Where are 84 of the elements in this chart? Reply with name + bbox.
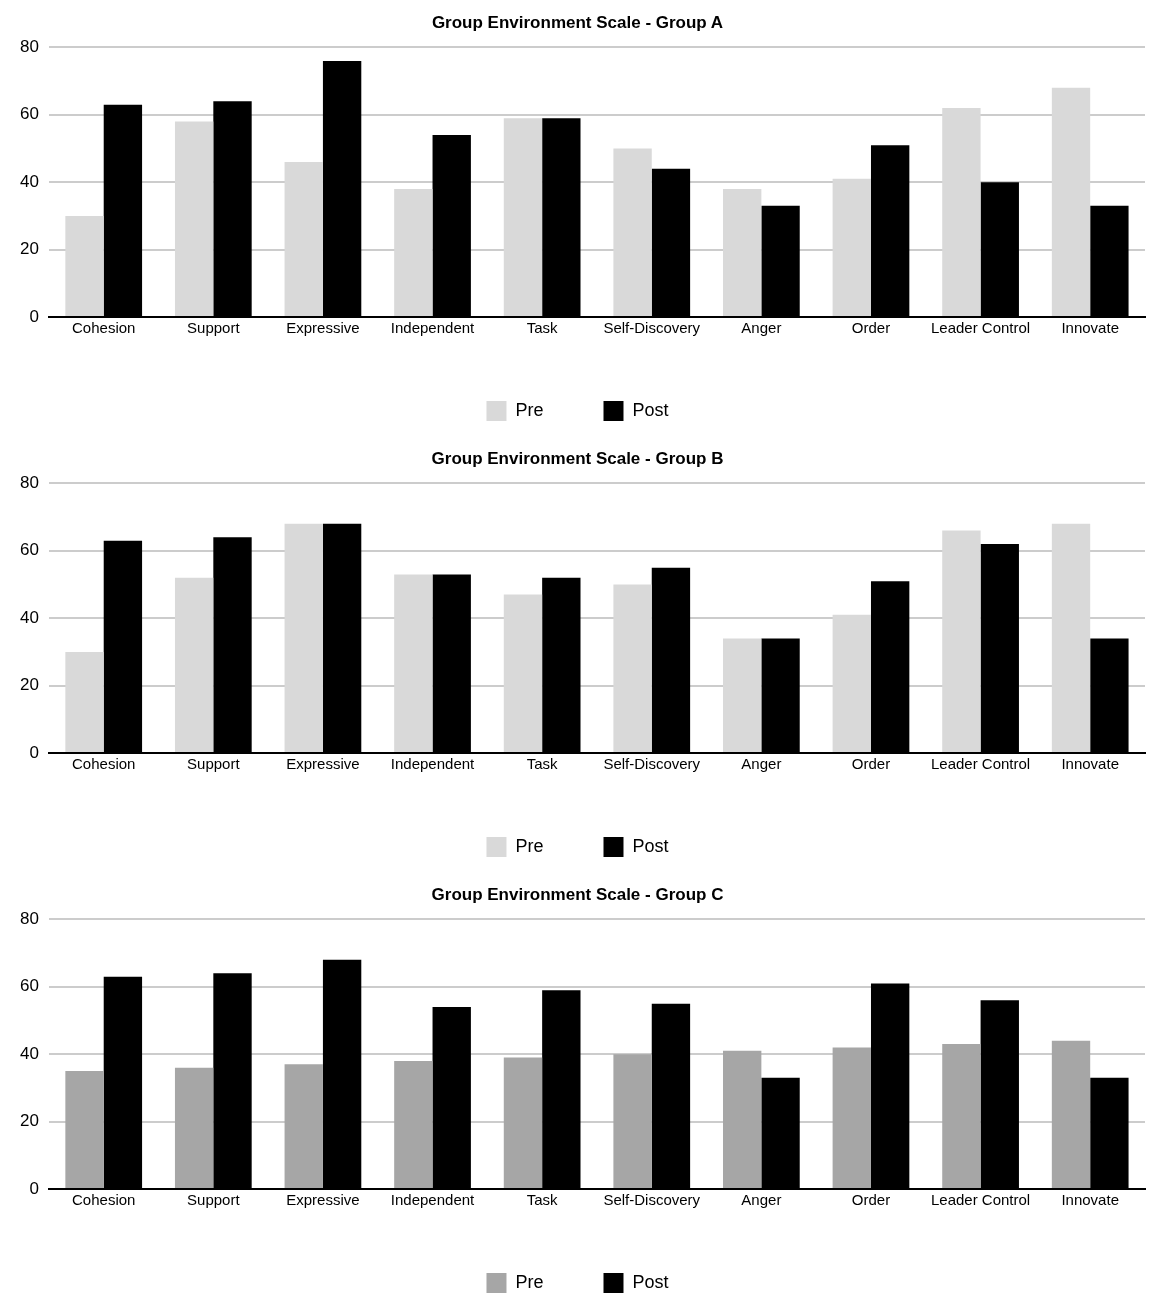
legend-label: Pre — [515, 399, 544, 420]
bar — [1051, 523, 1091, 752]
x-tick-label: Task — [526, 1191, 559, 1209]
x-tick-label: Self-Discovery — [603, 755, 701, 773]
x-tick-label: Leader Control — [930, 755, 1031, 773]
x-tick-label: Anger — [741, 319, 782, 337]
y-tick-label: 0 — [29, 306, 39, 326]
bar — [284, 1064, 323, 1188]
y-tick-label: 0 — [29, 1178, 39, 1198]
y-tick-label: 60 — [19, 540, 39, 560]
legend-label: Post — [632, 399, 669, 420]
bar — [65, 215, 104, 316]
x-tick-label: Task — [526, 319, 559, 337]
x-tick-label: Innovate — [1061, 1191, 1119, 1209]
y-tick-label: 40 — [19, 1043, 39, 1063]
bar — [613, 1054, 652, 1188]
bar — [284, 523, 323, 752]
bar — [394, 574, 433, 752]
y-tick-label: 0 — [29, 742, 39, 762]
y-tick-label: 80 — [19, 909, 39, 929]
x-tick-label: Order — [851, 755, 891, 773]
x-tick-label: Expressive — [286, 319, 360, 337]
legend-label: Pre — [515, 1271, 544, 1292]
bar — [65, 1071, 104, 1188]
bar — [1051, 87, 1091, 316]
x-tick-label: Innovate — [1061, 319, 1119, 337]
x-tick-label: Independent — [390, 1191, 476, 1209]
legend-label: Post — [632, 835, 669, 856]
x-tick-label: Support — [187, 319, 241, 337]
x-tick-label: Order — [851, 319, 891, 337]
x-tick-label: Self-Discovery — [603, 319, 701, 337]
chart-title: Group Environment Scale - Group B — [431, 448, 724, 468]
bar — [503, 594, 543, 752]
y-tick-label: 40 — [19, 607, 39, 627]
x-tick-label: Anger — [741, 1191, 782, 1209]
y-tick-label: 40 — [19, 171, 39, 191]
bar — [613, 584, 652, 752]
bar — [503, 1057, 543, 1188]
bar — [65, 651, 104, 752]
bar — [832, 178, 871, 316]
bar — [832, 614, 871, 752]
x-tick-label: Expressive — [286, 755, 360, 773]
x-tick-label: Anger — [741, 755, 782, 773]
x-tick-label: Task — [526, 755, 559, 773]
bar — [174, 121, 214, 316]
y-tick-label: 60 — [19, 104, 39, 124]
bar — [613, 148, 652, 316]
y-tick-label: 20 — [19, 239, 39, 259]
bar — [394, 1060, 433, 1188]
x-tick-label: Support — [187, 755, 241, 773]
chart-title: Group Environment Scale - Group A — [431, 12, 724, 32]
bar — [503, 118, 543, 316]
legend-label: Pre — [515, 835, 544, 856]
x-tick-label: Independent — [390, 319, 476, 337]
x-tick-label: Independent — [390, 755, 476, 773]
x-tick-label: Cohesion — [72, 755, 136, 773]
bar — [723, 638, 762, 752]
y-tick-label: 80 — [19, 37, 39, 57]
bar — [723, 1050, 762, 1188]
y-tick-label: 80 — [19, 473, 39, 493]
x-tick-label: Innovate — [1061, 755, 1119, 773]
bar — [942, 1044, 981, 1188]
x-tick-label: Support — [187, 1191, 241, 1209]
x-tick-label: Order — [851, 1191, 891, 1209]
x-tick-label: Leader Control — [930, 319, 1031, 337]
bar — [174, 577, 214, 752]
y-tick-label: 20 — [19, 675, 39, 695]
bar — [174, 1067, 214, 1188]
x-tick-label: Cohesion — [72, 1191, 136, 1209]
x-tick-label: Cohesion — [72, 319, 136, 337]
bar — [723, 188, 762, 316]
y-tick-label: 60 — [19, 976, 39, 996]
x-tick-label: Expressive — [286, 1191, 360, 1209]
bar — [942, 530, 981, 752]
x-tick-label: Leader Control — [930, 1191, 1031, 1209]
bar — [1051, 1040, 1091, 1188]
legend-label: Post — [632, 1271, 669, 1292]
bar — [832, 1047, 871, 1188]
chart-title: Group Environment Scale - Group C — [431, 884, 724, 904]
bar — [942, 108, 981, 316]
bar — [394, 188, 433, 316]
y-tick-label: 20 — [19, 1111, 39, 1131]
bar — [284, 161, 323, 316]
x-tick-label: Self-Discovery — [603, 1191, 701, 1209]
